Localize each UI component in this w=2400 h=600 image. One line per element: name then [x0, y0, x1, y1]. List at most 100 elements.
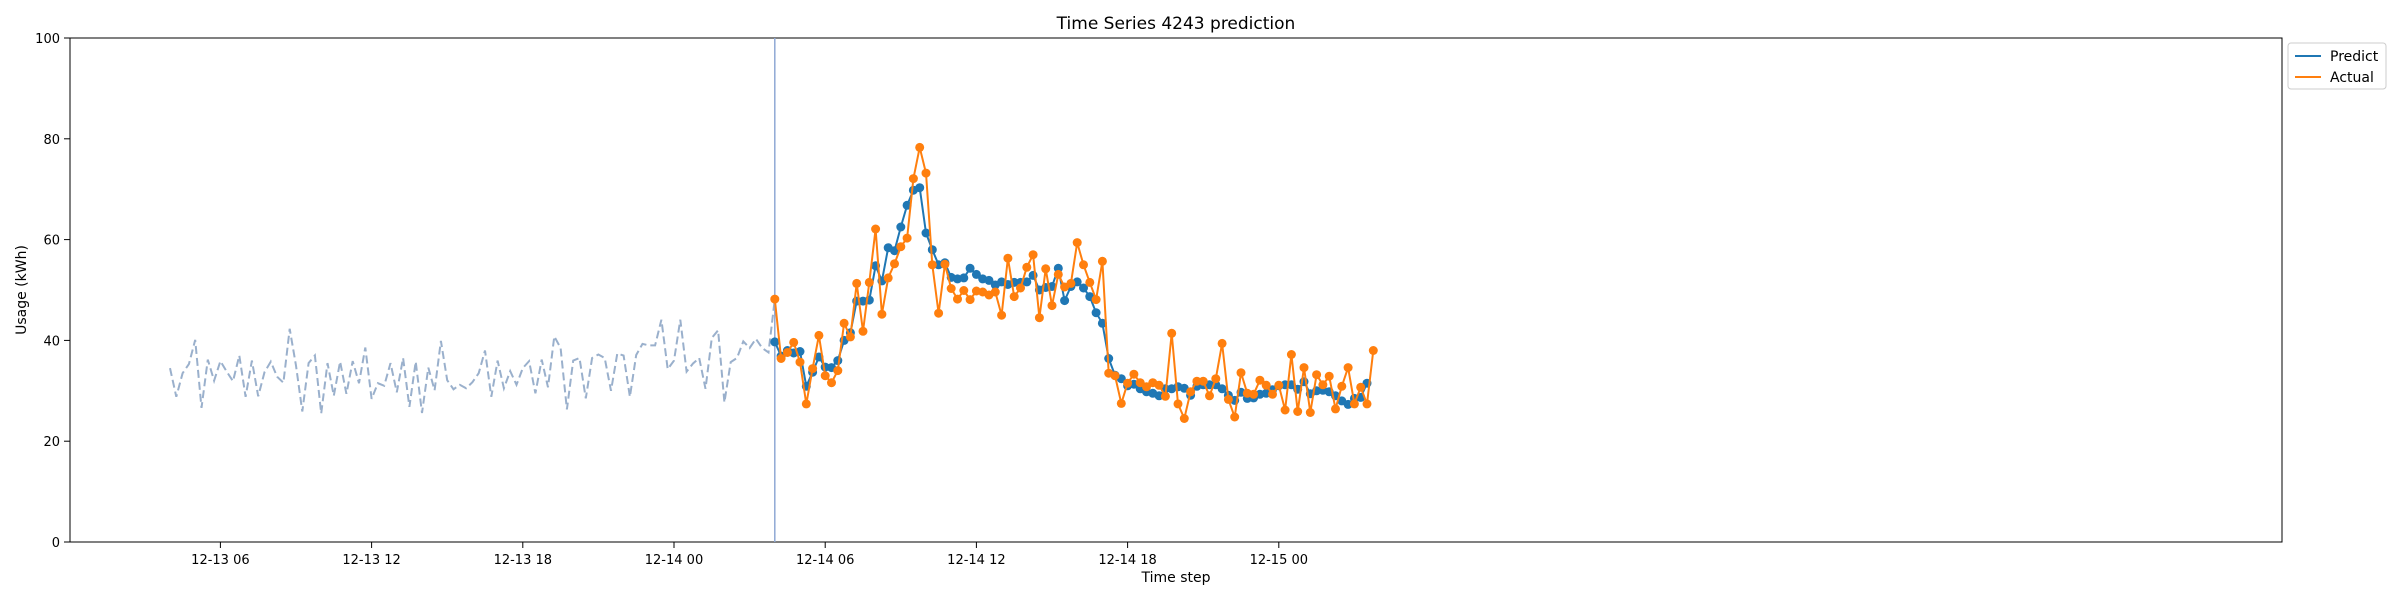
- predict-point: [971, 269, 981, 279]
- predict-point: [1097, 318, 1107, 328]
- actual-point: [902, 233, 912, 243]
- actual-point: [908, 174, 918, 184]
- actual-point: [1349, 399, 1359, 409]
- predict-line: [773, 186, 1368, 406]
- y-tick-label: 100: [35, 32, 60, 47]
- actual-point: [1072, 238, 1082, 248]
- y-axis-label: Usage (kWh): [14, 245, 30, 335]
- actual-point: [864, 277, 874, 287]
- actual-point: [776, 354, 786, 363]
- actual-point: [997, 310, 1007, 320]
- actual-point: [1261, 380, 1271, 390]
- actual-point: [946, 284, 956, 293]
- predict-point: [959, 273, 969, 283]
- predict-point: [770, 337, 780, 347]
- actual-point: [1022, 262, 1032, 272]
- actual-point: [1034, 313, 1044, 323]
- x-tick-label: 12-14 00: [645, 553, 703, 568]
- actual-point: [1217, 338, 1227, 348]
- actual-point: [1085, 277, 1095, 287]
- actual-point: [1192, 376, 1202, 386]
- actual-point: [1160, 391, 1170, 401]
- actual-point: [871, 224, 881, 234]
- predict-point: [1217, 384, 1227, 394]
- actual-point: [1009, 292, 1019, 302]
- actual-point: [795, 357, 805, 367]
- actual-point: [1154, 380, 1164, 390]
- actual-point: [1179, 414, 1189, 423]
- actual-point: [845, 332, 855, 342]
- actual-point: [1047, 301, 1057, 311]
- actual-point: [839, 318, 849, 328]
- predict-point: [1091, 308, 1101, 318]
- actual-point: [1230, 412, 1240, 422]
- actual-point: [1362, 399, 1372, 409]
- actual-point: [1173, 399, 1183, 409]
- actual-point: [1331, 404, 1340, 414]
- predict-point: [896, 222, 906, 232]
- actual-point: [965, 295, 975, 305]
- actual-point: [1299, 363, 1309, 373]
- chart-title: Time Series 4243 prediction: [1056, 14, 1296, 34]
- actual-point: [1337, 381, 1347, 391]
- actual-point: [1110, 371, 1120, 381]
- actual-point: [1249, 389, 1259, 399]
- actual-point: [827, 378, 836, 388]
- actual-point: [1205, 391, 1214, 401]
- legend-entry-actual: Actual: [2330, 70, 2374, 86]
- predict-point: [921, 228, 931, 238]
- predict-point: [1022, 277, 1032, 287]
- actual-point: [1255, 375, 1265, 385]
- actual-point: [1368, 346, 1378, 355]
- actual-point: [896, 242, 906, 252]
- actual-point: [1123, 378, 1133, 388]
- actual-point: [1293, 407, 1303, 416]
- y-tick-label: 20: [43, 435, 60, 450]
- series-actual: [770, 142, 1378, 423]
- actual-point: [1016, 283, 1025, 293]
- actual-point: [1280, 405, 1290, 415]
- predict-point: [1060, 296, 1070, 306]
- actual-point: [990, 287, 1000, 297]
- actual-point: [1211, 374, 1221, 384]
- actual-point: [1053, 269, 1063, 279]
- x-tick-label: 12-13 18: [494, 553, 552, 568]
- actual-point: [1186, 387, 1196, 397]
- actual-point: [782, 348, 792, 357]
- actual-point: [1286, 350, 1296, 359]
- series-predict: [770, 183, 1372, 409]
- actual-point: [1129, 369, 1139, 379]
- predict-point: [927, 245, 937, 255]
- actual-point: [890, 259, 899, 269]
- actual-point: [808, 364, 818, 374]
- x-tick-label: 12-14 06: [796, 553, 854, 568]
- actual-point: [801, 399, 811, 409]
- actual-point: [1003, 253, 1013, 263]
- predict-point: [965, 263, 975, 273]
- legend: Predict Actual: [2287, 42, 2387, 90]
- actual-point: [833, 366, 843, 376]
- predict-point: [915, 183, 925, 193]
- plot-frame: [69, 37, 2283, 543]
- actual-point: [921, 168, 931, 178]
- actual-point: [814, 330, 824, 340]
- x-tick-label: 12-13 12: [342, 553, 400, 568]
- actual-point: [1041, 264, 1051, 274]
- actual-point: [1079, 260, 1088, 270]
- actual-point: [915, 142, 925, 152]
- x-tick-label: 12-13 06: [191, 553, 249, 568]
- actual-point: [1091, 295, 1101, 305]
- y-tick-label: 0: [52, 536, 60, 551]
- actual-point: [1356, 382, 1366, 392]
- actual-point: [1167, 328, 1177, 338]
- plot-area: 0 20 40 60 80 100 12-13 06 12-13 12 12-13 18 12-1…: [35, 32, 2283, 568]
- actual-point: [1268, 389, 1277, 399]
- actual-point: [1343, 363, 1353, 373]
- actual-point: [1318, 380, 1328, 390]
- actual-point: [1097, 256, 1107, 266]
- actual-point: [1223, 394, 1233, 404]
- actual-point: [1324, 371, 1334, 381]
- actual-point: [1198, 376, 1208, 386]
- actual-point: [927, 260, 937, 270]
